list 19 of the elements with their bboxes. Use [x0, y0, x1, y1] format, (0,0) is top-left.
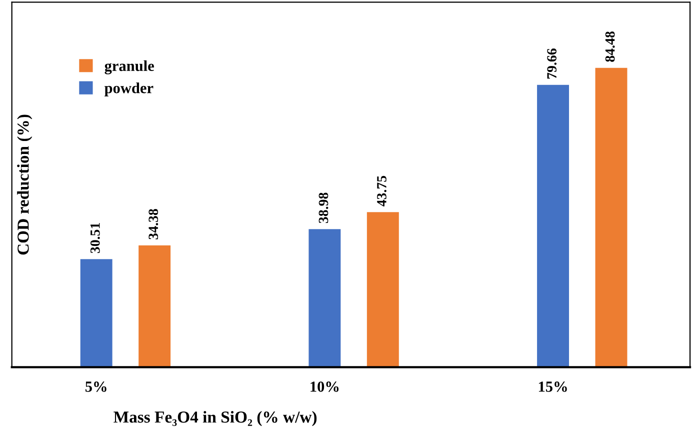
data-label: 30.51 [90, 222, 100, 253]
data-label: 38.98 [318, 192, 328, 223]
bar [138, 245, 171, 368]
bar [537, 84, 570, 368]
bar [308, 229, 341, 368]
x-tick-label: 10% [310, 382, 339, 392]
bar [366, 212, 399, 368]
x-axis-title: Mass Fe₃O4 in SiO₂ (% w/w) [114, 410, 317, 426]
x-tick-label: 15% [538, 382, 567, 392]
bar [595, 68, 628, 368]
legend-label: granule [104, 60, 154, 74]
bar [80, 259, 112, 368]
data-label: 79.66 [547, 48, 557, 79]
x-tick-label: 5% [85, 382, 106, 392]
data-label: 43.75 [377, 176, 386, 206]
legend-label: powder [104, 82, 154, 96]
data-label: 34.38 [148, 209, 158, 240]
data-label: 84.48 [605, 32, 615, 62]
y-axis-title: COD reduction (%) [17, 114, 32, 255]
